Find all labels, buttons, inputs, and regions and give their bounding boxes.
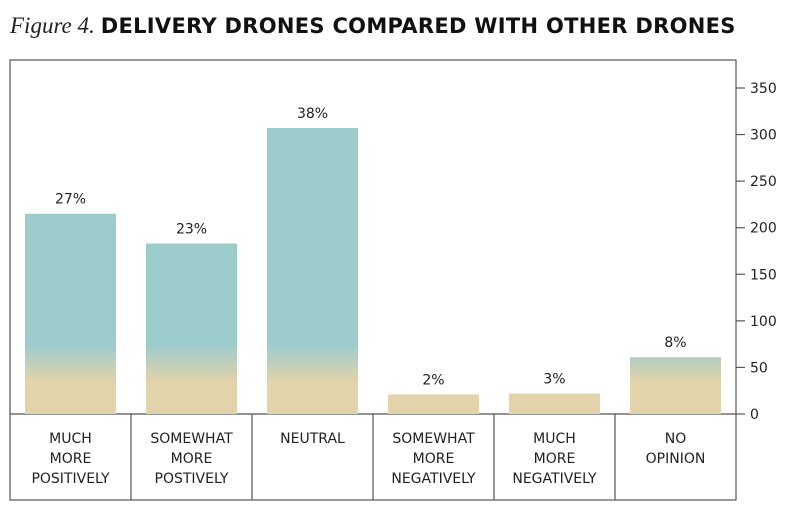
category-label-line: NEGATIVELY — [391, 471, 476, 487]
category-label-line: NEUTRAL — [280, 431, 345, 447]
data-label: 38% — [297, 106, 328, 122]
category-label-line: SOMEWHAT — [150, 431, 233, 447]
data-label: 3% — [543, 372, 565, 388]
chart-title: Figure 4. DELIVERY DRONES COMPARED WITH O… — [10, 6, 736, 46]
y-tick-label: 250 — [750, 174, 777, 190]
category-label-line: MORE — [534, 451, 576, 467]
category-label: MUCH MORE POSITIVELY — [31, 431, 110, 487]
category-label-line: NO — [665, 431, 687, 447]
y-tick-label: 50 — [750, 360, 768, 376]
category-label-line: MORE — [50, 451, 92, 467]
data-label: 27% — [55, 192, 86, 208]
category-label-line: NEGATIVELY — [512, 471, 597, 487]
y-tick-label: 100 — [750, 314, 777, 330]
bar — [388, 394, 479, 414]
y-tick-label: 200 — [750, 221, 777, 237]
category-label-line: SOMEWHAT — [392, 431, 475, 447]
data-label: 23% — [176, 222, 207, 238]
category-label-line: MUCH — [49, 431, 92, 447]
category-label: NEUTRAL — [280, 431, 345, 447]
bar — [146, 243, 237, 414]
data-label: 8% — [664, 335, 686, 351]
category-label: SOMEWHAT MORE NEGATIVELY — [391, 431, 476, 487]
y-tick-label: 350 — [750, 81, 777, 97]
y-tick-label: 0 — [750, 407, 759, 423]
y-tick-label: 300 — [750, 128, 777, 144]
category-label-line: MORE — [413, 451, 455, 467]
y-tick-label: 150 — [750, 267, 777, 283]
category-label: MUCH MORE NEGATIVELY — [512, 431, 597, 487]
bar — [509, 393, 600, 414]
bar — [25, 213, 116, 414]
data-label: 2% — [422, 372, 444, 388]
category-label-line: MUCH — [533, 431, 576, 447]
figure-number: Figure 4. — [10, 13, 95, 38]
bar — [267, 128, 358, 414]
category-label: SOMEWHAT MORE POSTIVELY — [150, 431, 233, 487]
bar — [630, 357, 721, 414]
category-label-line: OPINION — [646, 451, 706, 467]
category-label-line: POSTIVELY — [155, 471, 229, 487]
figure-title: DELIVERY DRONES COMPARED WITH OTHER DRON… — [100, 14, 736, 38]
category-label-line: MORE — [171, 451, 213, 467]
category-label: NO OPINION — [646, 431, 706, 467]
category-label-line: POSITIVELY — [31, 471, 110, 487]
